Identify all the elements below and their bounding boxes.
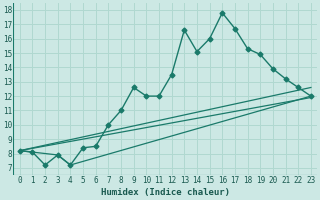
X-axis label: Humidex (Indice chaleur): Humidex (Indice chaleur) bbox=[101, 188, 230, 197]
